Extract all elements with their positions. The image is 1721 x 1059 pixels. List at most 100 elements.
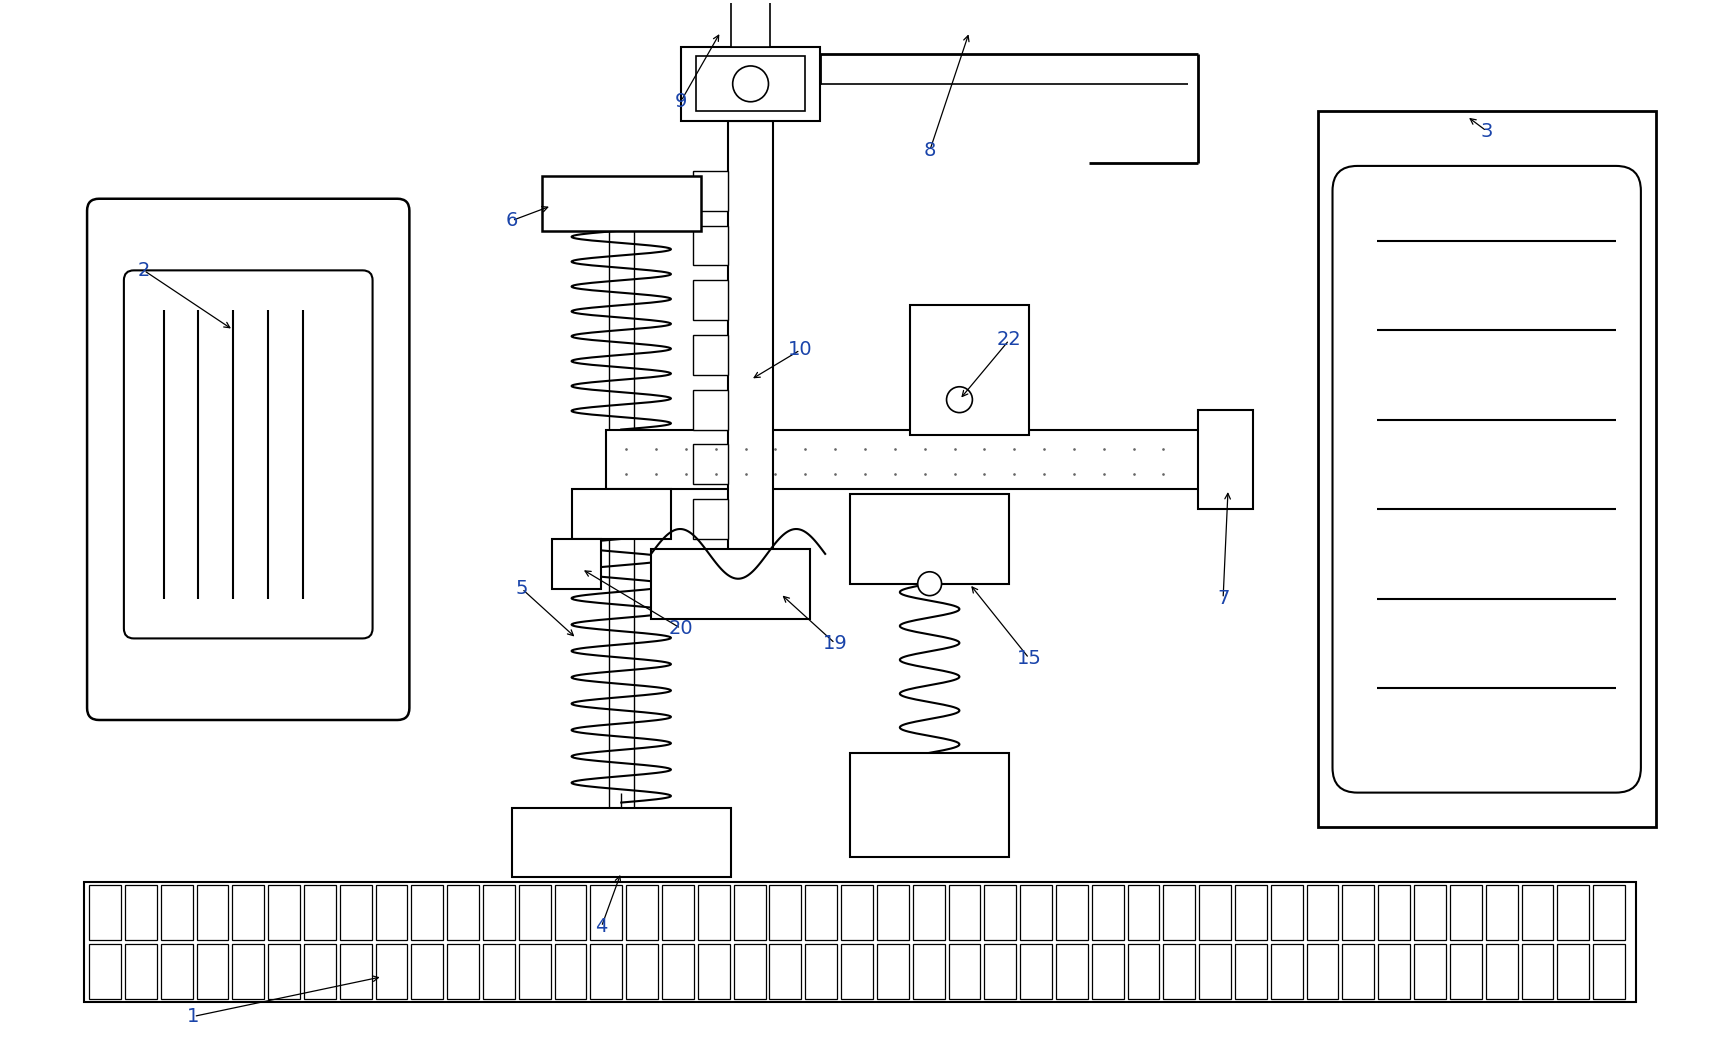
Bar <box>375 944 408 999</box>
Bar <box>518 944 551 999</box>
Bar <box>1594 885 1625 939</box>
Text: 19: 19 <box>823 634 847 653</box>
Bar <box>484 885 515 939</box>
Bar <box>1236 944 1267 999</box>
Bar <box>694 281 728 320</box>
Bar <box>1198 410 1253 509</box>
Bar <box>682 47 821 121</box>
Text: 22: 22 <box>996 330 1022 349</box>
Bar <box>694 170 728 211</box>
Bar <box>731 0 771 47</box>
Bar <box>1521 885 1554 939</box>
Bar <box>1163 885 1196 939</box>
Bar <box>160 885 193 939</box>
Bar <box>878 944 909 999</box>
Bar <box>694 335 728 375</box>
Bar <box>1306 944 1339 999</box>
Bar <box>160 944 193 999</box>
Bar <box>305 944 336 999</box>
Bar <box>1236 885 1267 939</box>
Bar <box>1021 944 1052 999</box>
Bar <box>1091 885 1124 939</box>
Bar <box>626 885 657 939</box>
Bar <box>232 885 263 939</box>
Bar <box>1021 885 1052 939</box>
Bar <box>805 885 836 939</box>
Bar <box>663 885 694 939</box>
Bar <box>590 944 623 999</box>
Bar <box>232 944 263 999</box>
Bar <box>1342 944 1375 999</box>
Bar <box>805 944 836 999</box>
Bar <box>84 882 1637 1002</box>
Bar <box>1200 885 1231 939</box>
Text: 2: 2 <box>138 261 150 280</box>
Bar <box>842 885 873 939</box>
Bar <box>606 430 1203 489</box>
Bar <box>484 944 515 999</box>
Bar <box>1379 944 1409 999</box>
Bar <box>1594 944 1625 999</box>
Bar <box>339 885 372 939</box>
Bar <box>411 885 444 939</box>
Text: 1: 1 <box>188 1007 200 1026</box>
Bar <box>590 885 623 939</box>
Bar <box>910 305 1029 434</box>
Bar <box>268 885 299 939</box>
Text: 4: 4 <box>595 917 608 936</box>
Circle shape <box>733 66 769 102</box>
Bar <box>694 499 728 539</box>
Bar <box>1485 944 1518 999</box>
Bar <box>518 885 551 939</box>
Text: 7: 7 <box>1217 589 1229 608</box>
Bar <box>542 176 700 231</box>
Bar <box>842 944 873 999</box>
Bar <box>912 885 945 939</box>
Bar <box>305 885 336 939</box>
Bar <box>89 885 120 939</box>
Bar <box>651 549 811 618</box>
Bar <box>1558 885 1588 939</box>
Bar <box>912 944 945 999</box>
Bar <box>1270 944 1303 999</box>
Bar <box>626 944 657 999</box>
Bar <box>697 944 730 999</box>
Bar <box>1449 885 1482 939</box>
Bar <box>728 121 773 559</box>
Bar <box>126 885 157 939</box>
Bar <box>196 885 229 939</box>
Circle shape <box>947 387 972 413</box>
Bar <box>769 944 802 999</box>
Bar <box>411 944 444 999</box>
Bar <box>878 885 909 939</box>
Bar <box>339 944 372 999</box>
Bar <box>1415 944 1446 999</box>
Bar <box>697 885 730 939</box>
Bar <box>984 885 1015 939</box>
Bar <box>1057 885 1088 939</box>
Bar <box>948 944 981 999</box>
Text: 8: 8 <box>924 142 936 161</box>
Bar <box>1306 885 1339 939</box>
Text: 3: 3 <box>1480 122 1492 141</box>
Text: 10: 10 <box>788 340 812 359</box>
Bar <box>695 56 805 111</box>
Bar <box>1200 944 1231 999</box>
FancyBboxPatch shape <box>88 199 410 720</box>
Text: 15: 15 <box>1017 649 1041 668</box>
Bar <box>694 390 728 430</box>
Bar <box>733 885 766 939</box>
Bar <box>447 944 478 999</box>
Bar <box>609 211 633 808</box>
Bar <box>196 944 229 999</box>
Bar <box>1270 885 1303 939</box>
Bar <box>1127 885 1160 939</box>
Text: 6: 6 <box>506 211 518 230</box>
Bar <box>694 445 728 484</box>
Text: 9: 9 <box>675 92 687 111</box>
Bar <box>1342 885 1375 939</box>
FancyBboxPatch shape <box>124 270 372 639</box>
Bar <box>554 885 587 939</box>
Bar <box>663 944 694 999</box>
Bar <box>769 885 802 939</box>
